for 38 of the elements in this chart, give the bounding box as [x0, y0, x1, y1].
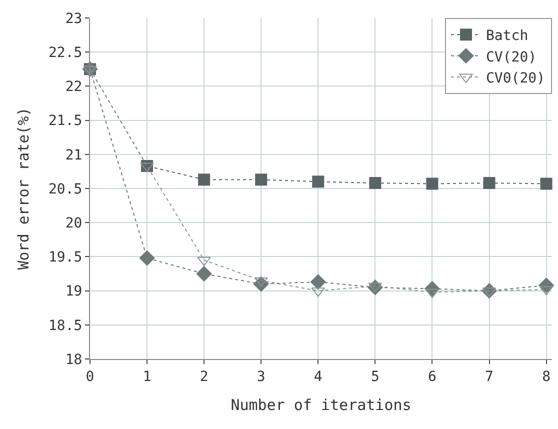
- y-tick-label: 21: [65, 147, 82, 164]
- y-axis-title: Word error rate(%): [14, 107, 33, 270]
- y-tick-label: 18: [65, 352, 82, 368]
- point: [139, 250, 155, 266]
- y-tick-label: 22.5: [48, 45, 82, 61]
- y-tick-label: 20.5: [48, 181, 82, 198]
- x-tick-label: 7: [485, 368, 494, 385]
- point: [310, 274, 326, 290]
- point: [196, 266, 212, 282]
- y-tick-label: 20: [65, 216, 82, 232]
- y-tick-label: 23: [65, 10, 82, 27]
- point: [255, 174, 268, 186]
- x-tick-label: 6: [428, 368, 436, 385]
- point: [83, 66, 97, 76]
- x-axis-title: Number of iterations: [230, 396, 412, 414]
- point: [198, 174, 210, 186]
- legend-label: Batch: [486, 28, 528, 44]
- point: [426, 178, 438, 190]
- y-tick-label: 21.5: [48, 113, 82, 130]
- x-tick-label: 3: [256, 368, 266, 385]
- x-tick-label: 1: [142, 368, 152, 385]
- point: [369, 177, 382, 190]
- point: [254, 277, 268, 287]
- x-tick-label: 8: [542, 368, 551, 385]
- y-tick-label: 19.5: [48, 250, 82, 266]
- x-tick-label: 0: [86, 368, 94, 385]
- y-tick-label: 18.5: [48, 318, 82, 334]
- legend-label: CV0(20): [486, 70, 546, 86]
- point: [483, 177, 496, 190]
- point: [197, 256, 211, 266]
- x-tick-label: 4: [314, 368, 322, 385]
- y-tick-label: 19: [65, 284, 82, 300]
- legend-label: CV(20): [486, 49, 537, 66]
- point: [540, 178, 552, 190]
- x-tick-label: 5: [370, 368, 380, 385]
- x-tick-label: 2: [200, 368, 208, 385]
- y-tick-label: 22: [65, 79, 82, 96]
- point: [312, 176, 324, 188]
